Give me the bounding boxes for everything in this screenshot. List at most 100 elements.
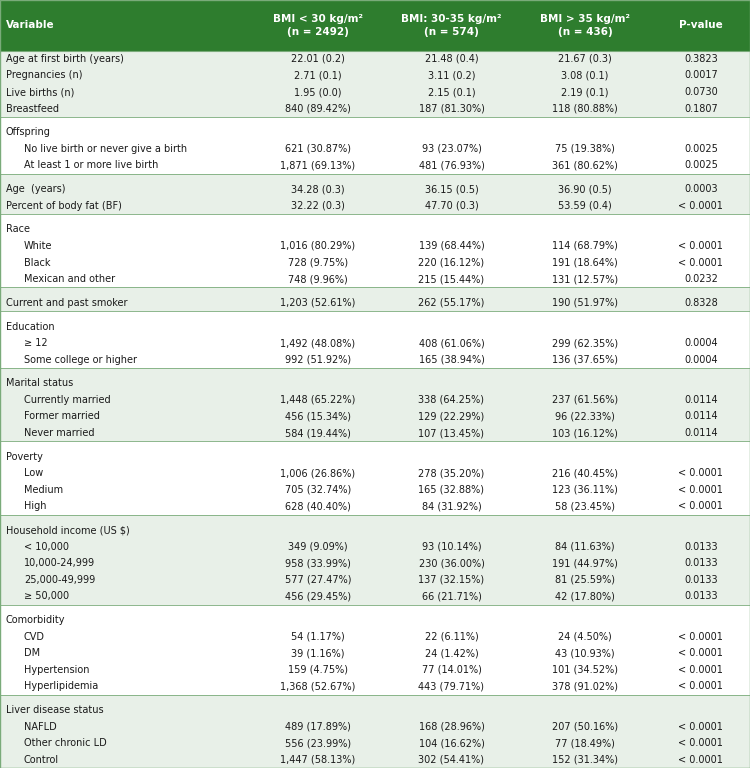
- Text: 992 (51.92%): 992 (51.92%): [285, 355, 351, 365]
- Text: High: High: [24, 502, 46, 511]
- Text: At least 1 or more live birth: At least 1 or more live birth: [24, 161, 158, 170]
- Text: 152 (31.34%): 152 (31.34%): [552, 755, 618, 765]
- Text: 2.15 (0.1): 2.15 (0.1): [427, 87, 476, 97]
- Text: 220 (16.12%): 220 (16.12%): [419, 257, 484, 267]
- Bar: [0, 0, 750, 51]
- Text: 456 (29.45%): 456 (29.45%): [285, 591, 351, 601]
- Text: Marital status: Marital status: [6, 379, 74, 389]
- Text: 577 (27.47%): 577 (27.47%): [285, 574, 351, 584]
- Text: 262 (55.17%): 262 (55.17%): [419, 298, 484, 308]
- Text: 36.90 (0.5): 36.90 (0.5): [558, 184, 612, 194]
- Text: White: White: [24, 241, 52, 251]
- Text: BMI > 35 kg/m²
(n = 436): BMI > 35 kg/m² (n = 436): [540, 14, 630, 37]
- Text: Age at first birth (years): Age at first birth (years): [6, 54, 124, 64]
- Text: 1,871 (69.13%): 1,871 (69.13%): [280, 161, 356, 170]
- Text: 187 (81.30%): 187 (81.30%): [419, 104, 484, 114]
- Bar: [0, 408, 750, 425]
- Text: Current and past smoker: Current and past smoker: [6, 298, 128, 308]
- Text: 118 (80.88%): 118 (80.88%): [552, 104, 618, 114]
- Text: 456 (15.34%): 456 (15.34%): [285, 412, 351, 422]
- Text: 139 (68.44%): 139 (68.44%): [419, 241, 484, 251]
- Text: 22.01 (0.2): 22.01 (0.2): [291, 54, 345, 64]
- Text: 165 (38.94%): 165 (38.94%): [419, 355, 484, 365]
- Text: 705 (32.74%): 705 (32.74%): [285, 485, 351, 495]
- Bar: [0, 604, 750, 612]
- Text: 21.48 (0.4): 21.48 (0.4): [424, 54, 478, 64]
- Text: 77 (14.01%): 77 (14.01%): [422, 665, 482, 675]
- Bar: [0, 117, 750, 124]
- Text: ≥ 50,000: ≥ 50,000: [24, 591, 69, 601]
- Text: 378 (91.02%): 378 (91.02%): [552, 681, 618, 691]
- Text: 129 (22.29%): 129 (22.29%): [419, 412, 484, 422]
- Text: 159 (4.75%): 159 (4.75%): [288, 665, 348, 675]
- Text: 748 (9.96%): 748 (9.96%): [288, 274, 348, 284]
- Text: 96 (22.33%): 96 (22.33%): [555, 412, 615, 422]
- Text: 481 (76.93%): 481 (76.93%): [419, 161, 484, 170]
- Text: Currently married: Currently married: [24, 395, 111, 405]
- Text: < 10,000: < 10,000: [24, 541, 69, 551]
- Bar: [0, 214, 750, 221]
- Bar: [0, 287, 750, 294]
- Text: 2.19 (0.1): 2.19 (0.1): [561, 87, 609, 97]
- Bar: [0, 311, 750, 318]
- Text: BMI: 30-35 kg/m²
(n = 574): BMI: 30-35 kg/m² (n = 574): [401, 14, 502, 37]
- Text: 0.0004: 0.0004: [684, 338, 718, 348]
- Text: 190 (51.97%): 190 (51.97%): [552, 298, 618, 308]
- Text: 168 (28.96%): 168 (28.96%): [419, 722, 484, 732]
- Text: 728 (9.75%): 728 (9.75%): [288, 257, 348, 267]
- Bar: [0, 180, 750, 197]
- Text: 216 (40.45%): 216 (40.45%): [552, 468, 618, 478]
- Text: 1,016 (80.29%): 1,016 (80.29%): [280, 241, 356, 251]
- Text: < 0.0001: < 0.0001: [679, 738, 723, 748]
- Text: 103 (16.12%): 103 (16.12%): [552, 428, 618, 438]
- Text: 237 (61.56%): 237 (61.56%): [552, 395, 618, 405]
- Text: 32.22 (0.3): 32.22 (0.3): [291, 200, 345, 210]
- Text: 24 (1.42%): 24 (1.42%): [424, 648, 478, 658]
- Text: 43 (10.93%): 43 (10.93%): [555, 648, 615, 658]
- Text: Some college or higher: Some college or higher: [24, 355, 137, 365]
- Text: 22 (6.11%): 22 (6.11%): [424, 631, 478, 641]
- Text: 36.15 (0.5): 36.15 (0.5): [424, 184, 478, 194]
- Bar: [0, 392, 750, 408]
- Text: Black: Black: [24, 257, 50, 267]
- Text: 84 (31.92%): 84 (31.92%): [422, 502, 482, 511]
- Text: < 0.0001: < 0.0001: [679, 502, 723, 511]
- Text: Mexican and other: Mexican and other: [24, 274, 116, 284]
- Text: 1,368 (52.67%): 1,368 (52.67%): [280, 681, 356, 691]
- Text: DM: DM: [24, 648, 40, 658]
- Bar: [0, 521, 750, 538]
- Text: 66 (21.71%): 66 (21.71%): [422, 591, 482, 601]
- Bar: [0, 538, 750, 555]
- Text: 58 (23.45%): 58 (23.45%): [555, 502, 615, 511]
- Text: 0.0025: 0.0025: [684, 161, 718, 170]
- Text: 39 (1.16%): 39 (1.16%): [291, 648, 345, 658]
- Bar: [0, 237, 750, 254]
- Bar: [0, 425, 750, 442]
- Bar: [0, 318, 750, 335]
- Text: 123 (36.11%): 123 (36.11%): [552, 485, 618, 495]
- Text: Other chronic LD: Other chronic LD: [24, 738, 106, 748]
- Text: Medium: Medium: [24, 485, 63, 495]
- Text: 84 (11.63%): 84 (11.63%): [555, 541, 615, 551]
- Text: BMI < 30 kg/m²
(n = 2492): BMI < 30 kg/m² (n = 2492): [273, 14, 363, 37]
- Bar: [0, 51, 750, 67]
- Text: 840 (89.42%): 840 (89.42%): [285, 104, 351, 114]
- Bar: [0, 482, 750, 498]
- Text: Breastfeed: Breastfeed: [6, 104, 59, 114]
- Text: Liver disease status: Liver disease status: [6, 705, 104, 715]
- Text: Comorbidity: Comorbidity: [6, 615, 65, 625]
- Text: 0.1807: 0.1807: [684, 104, 718, 114]
- Text: 131 (12.57%): 131 (12.57%): [552, 274, 618, 284]
- Text: 137 (32.15%): 137 (32.15%): [419, 574, 484, 584]
- Text: Control: Control: [24, 755, 59, 765]
- Text: 0.0025: 0.0025: [684, 144, 718, 154]
- Text: 0.0133: 0.0133: [684, 558, 718, 568]
- Text: 338 (64.25%): 338 (64.25%): [419, 395, 484, 405]
- Text: Hyperlipidemia: Hyperlipidemia: [24, 681, 98, 691]
- Text: 54 (1.17%): 54 (1.17%): [291, 631, 345, 641]
- Text: 24 (4.50%): 24 (4.50%): [558, 631, 612, 641]
- Bar: [0, 221, 750, 237]
- Text: Hypertension: Hypertension: [24, 665, 89, 675]
- Text: Age  (years): Age (years): [6, 184, 65, 194]
- Text: 1,492 (48.08%): 1,492 (48.08%): [280, 338, 356, 348]
